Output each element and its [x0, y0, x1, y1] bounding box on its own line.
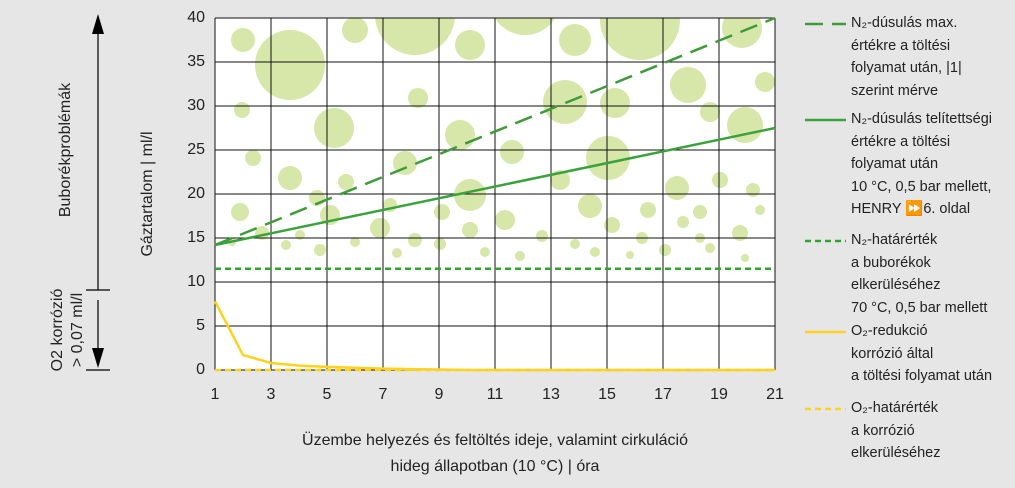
bubble	[741, 254, 749, 262]
left-arrows	[86, 32, 110, 371]
x-tick-label: 21	[766, 386, 784, 403]
x-tick-label: 17	[654, 386, 672, 403]
bubble	[670, 67, 706, 103]
x-axis-label: Üzembe helyezés és feltöltés ideje, vala…	[302, 431, 688, 449]
bubble	[755, 205, 765, 215]
bubble	[494, 18, 556, 35]
bubble	[659, 244, 671, 256]
bubble	[500, 140, 524, 164]
x-tick-label: 3	[267, 386, 276, 403]
bubble	[586, 136, 630, 180]
bubble	[408, 88, 428, 108]
x-tick-label: 15	[598, 386, 616, 403]
bubble	[578, 194, 602, 218]
bubble	[640, 202, 656, 218]
bubble	[281, 240, 291, 250]
bubble	[350, 237, 360, 247]
bubble	[570, 239, 580, 249]
bubble	[375, 18, 455, 55]
y-tick-label: 0	[196, 361, 205, 378]
bubble	[700, 102, 720, 122]
annotation: Buborékproblémák	[57, 82, 74, 217]
y-tick-label: 25	[187, 141, 205, 158]
bubble	[732, 225, 748, 241]
x-tick-label: 13	[542, 386, 560, 403]
bubble	[255, 30, 325, 100]
x-tick-label: 1	[211, 386, 220, 403]
series-line	[214, 126, 776, 247]
bubble	[727, 107, 763, 143]
bubble	[590, 247, 600, 257]
arrow-down	[92, 348, 104, 368]
bubble	[434, 238, 446, 250]
bubble	[314, 244, 326, 256]
bubble	[705, 243, 715, 253]
y-tick-label: 5	[196, 317, 205, 334]
bubble	[445, 120, 475, 150]
x-tick-label: 11	[487, 386, 504, 403]
x-tick-label: 9	[435, 386, 444, 403]
x-axis-label: hideg állapotban (10 °C) | óra	[391, 458, 600, 475]
y-tick-label: 35	[187, 53, 205, 70]
y-tick-label: 15	[187, 229, 205, 246]
bubble	[462, 222, 478, 238]
series-line	[214, 16, 776, 247]
bubbles	[228, 18, 775, 262]
bubble	[693, 205, 707, 219]
legend-entry: N₂-dúsulás telítettségi értékre a töltés…	[851, 111, 993, 217]
bubble	[231, 28, 255, 52]
legend-entry: N₂-határérték a buborékok elkerüléséhez …	[851, 232, 988, 316]
x-tick-label: 5	[323, 386, 332, 403]
bubble	[245, 150, 261, 166]
bubble	[600, 18, 680, 60]
annotation: O2 korrózió	[49, 289, 66, 372]
bubble	[338, 174, 354, 190]
bubble	[393, 151, 417, 175]
bubble	[455, 30, 485, 60]
bubble	[515, 251, 525, 261]
bubble	[626, 251, 634, 259]
bubble	[600, 88, 630, 118]
y-tick-label: 10	[187, 273, 205, 290]
bubble	[231, 203, 249, 221]
bubble	[480, 247, 490, 257]
bubble	[536, 230, 548, 242]
bubble	[408, 233, 422, 247]
bubble	[234, 102, 250, 118]
legend-entry: O₂-határérték a korrózió elkerüléséhez	[851, 400, 941, 461]
bubble	[746, 183, 760, 197]
y-tick-label: 30	[187, 97, 205, 114]
y-axis-label: Gáztartalom | ml/l	[139, 131, 156, 256]
x-tick-label: 19	[710, 386, 728, 403]
bubble	[559, 24, 591, 56]
bubble	[454, 179, 486, 211]
y-tick-label: 20	[187, 185, 205, 202]
bubble	[665, 176, 689, 200]
annotation: > 0,07 ml/l	[69, 293, 86, 367]
bubble	[755, 72, 775, 92]
legend-entry: O₂-redukció korrózió által a töltési fol…	[851, 323, 993, 384]
bubble	[495, 210, 515, 230]
bubble	[392, 248, 402, 258]
arrow-up	[92, 14, 104, 34]
bubble	[677, 216, 689, 228]
bubble	[342, 18, 368, 43]
legend-entry: N₂-dúsulás max. értékre a töltési folyam…	[851, 15, 962, 99]
bubble	[314, 108, 354, 148]
bubble	[604, 217, 620, 233]
x-tick-label: 7	[379, 386, 388, 403]
bubble	[278, 166, 302, 190]
bubble	[712, 172, 728, 188]
bubble	[434, 204, 450, 220]
bubble	[370, 218, 390, 238]
bubble	[722, 18, 762, 48]
y-tick-label: 40	[187, 9, 205, 26]
